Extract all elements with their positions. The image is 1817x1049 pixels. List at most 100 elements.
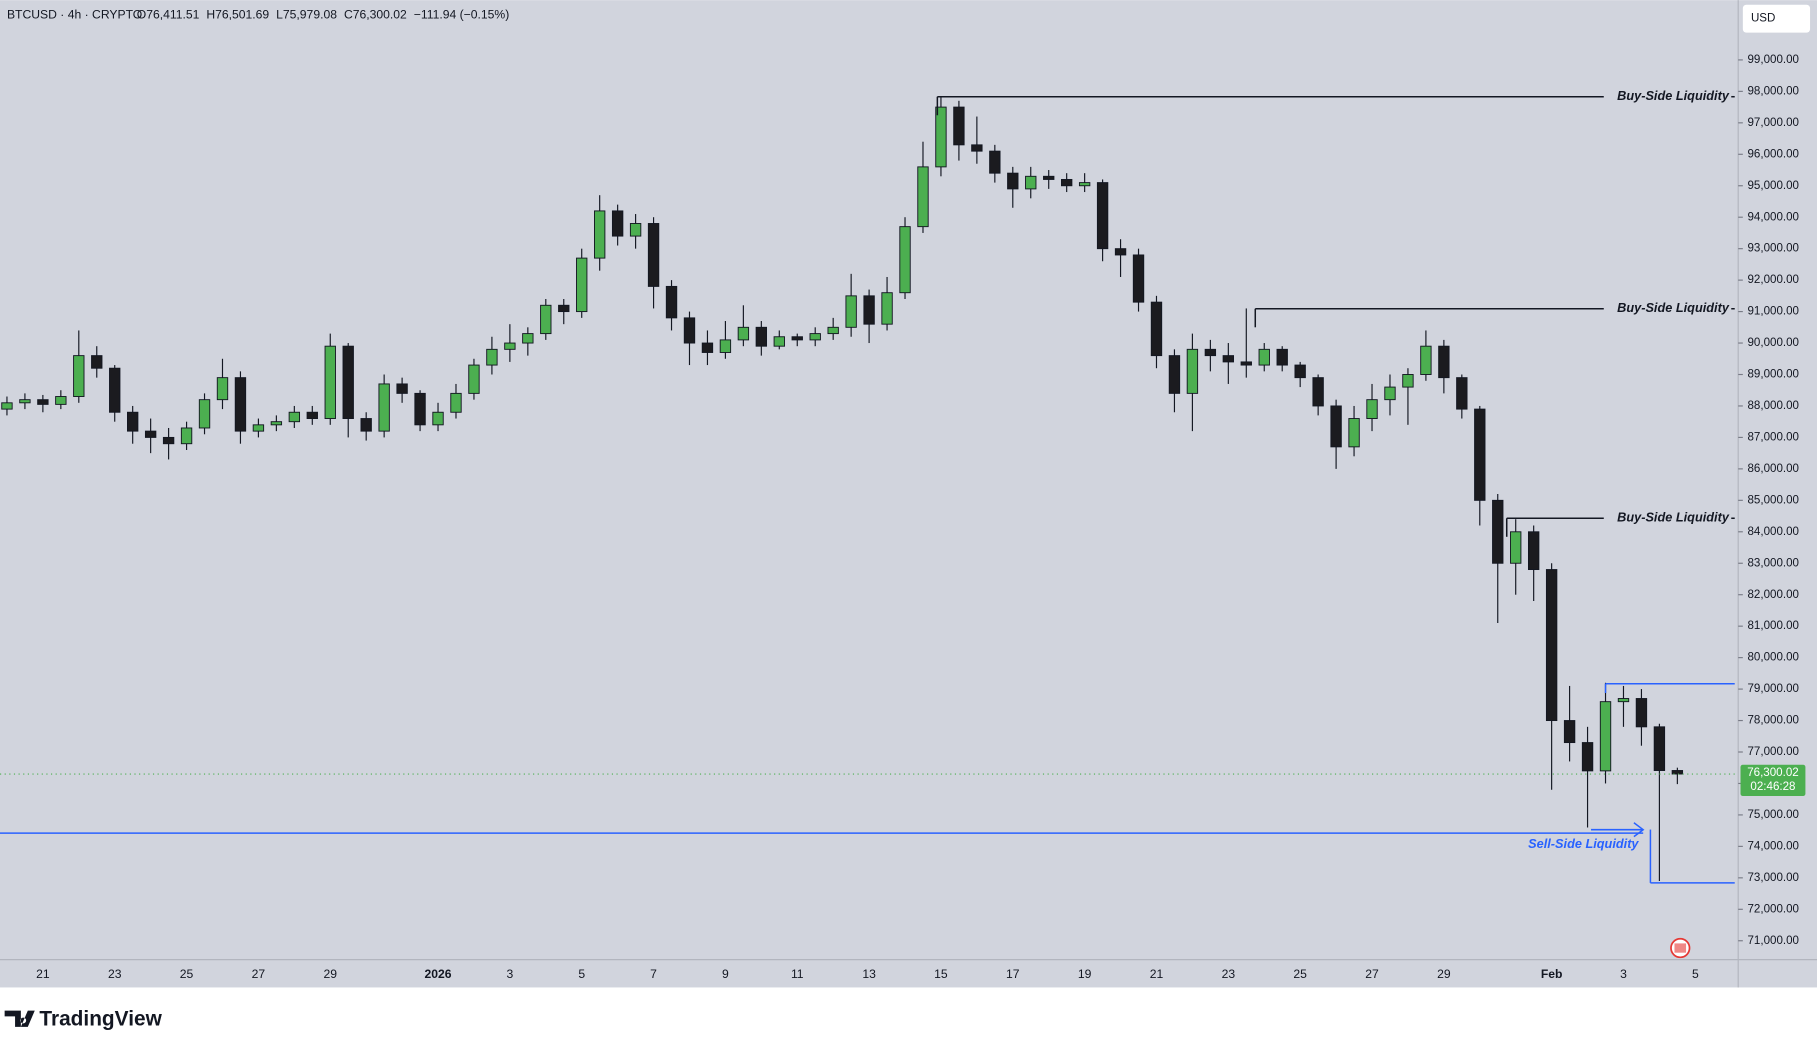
candle-body	[989, 150, 1001, 174]
liquidity-label: Buy-Side Liquidity	[1617, 88, 1730, 103]
candle-body	[180, 427, 193, 445]
candle-body	[1438, 345, 1450, 379]
candle-body	[432, 411, 444, 426]
candle-body	[1402, 374, 1414, 388]
candle-body	[144, 430, 157, 438]
candle-body	[1204, 348, 1217, 357]
candle-body	[522, 333, 534, 344]
candle-body	[486, 348, 498, 366]
candle-body	[1563, 720, 1576, 744]
y-tick-label: 84,000.00	[1747, 526, 1799, 538]
price-axis	[1738, 0, 1817, 988]
y-tick-label: 72,000.00	[1747, 903, 1799, 915]
candle-body	[1671, 770, 1684, 775]
candle-body	[558, 304, 570, 313]
candle-body	[1420, 345, 1432, 375]
candle-body	[1474, 408, 1486, 501]
x-tick-label: 11	[791, 967, 804, 981]
candle-body	[899, 226, 911, 294]
ohlc-value: O76,411.51	[137, 7, 200, 21]
ohlc-value: L75,979.08	[276, 7, 337, 21]
liquidity-arrow-head	[1633, 822, 1645, 838]
candle-body	[1222, 355, 1235, 363]
candle-body	[1348, 418, 1360, 448]
ohlc-value: C76,300.02	[344, 7, 407, 21]
candle-body	[935, 106, 947, 168]
candle-body	[881, 292, 893, 325]
candle-body	[1510, 531, 1522, 564]
candle-body	[306, 411, 318, 420]
x-tick-label: 3	[506, 967, 513, 981]
currency-button[interactable]	[1742, 4, 1811, 33]
x-tick-label: Feb	[1541, 967, 1563, 981]
candles	[1, 96, 1684, 881]
candle-body	[953, 106, 965, 146]
y-tick-label: 90,000.00	[1747, 337, 1799, 349]
candle-body	[1456, 377, 1468, 410]
candle-body	[288, 411, 301, 423]
candle-body	[198, 399, 211, 429]
candle-body	[917, 166, 929, 228]
y-tick-label: 73,000.00	[1747, 872, 1799, 884]
candle-body	[629, 223, 642, 237]
time-axis	[0, 959, 1739, 988]
x-tick-label: 3	[1620, 967, 1627, 981]
candle-body	[216, 377, 229, 401]
flag-icon	[1670, 937, 1691, 959]
y-tick-label: 94,000.00	[1747, 211, 1799, 223]
x-tick-label: 27	[1365, 967, 1379, 981]
candle-body	[1384, 386, 1396, 401]
candle-body	[19, 399, 31, 404]
y-tick-label: 92,000.00	[1747, 274, 1799, 286]
y-tick-label: 77,000.00	[1747, 746, 1799, 758]
plot-area	[0, 0, 1739, 960]
y-tick-label: 71,000.00	[1747, 935, 1799, 947]
candle-body	[1635, 698, 1648, 728]
y-tick-label: 93,000.00	[1747, 243, 1799, 255]
symbol-title: BTCUSD · 4h · CRYPTO	[7, 7, 142, 21]
ohlc-value: −111.94 (−0.15%)	[414, 7, 510, 21]
y-tick-label: 99,000.00	[1747, 54, 1799, 66]
x-tick-label: 27	[252, 967, 266, 981]
x-tick-label: 15	[934, 967, 948, 981]
candle-body	[1240, 361, 1252, 366]
last-price-label: 76,300.02	[1747, 767, 1799, 779]
candle-body	[1168, 355, 1181, 394]
x-tick-label: 7	[650, 967, 657, 981]
countdown: 02:46:28	[1750, 781, 1795, 793]
candle-body	[396, 383, 408, 394]
y-tick-label: 74,000.00	[1747, 840, 1799, 852]
candle-body	[1258, 348, 1270, 366]
candle-body	[1653, 726, 1666, 771]
candle-body	[1025, 175, 1037, 190]
candle-body	[971, 144, 983, 152]
y-tick-label: 89,000.00	[1747, 369, 1799, 381]
candle-body	[1545, 569, 1558, 722]
candle-body	[827, 326, 839, 335]
y-tick-label: 95,000.00	[1747, 180, 1799, 192]
candle-body	[1294, 364, 1306, 379]
candle-body	[414, 392, 426, 426]
candle-body	[1114, 248, 1127, 256]
x-tick-label: 29	[1437, 967, 1451, 981]
candle-body	[162, 436, 175, 445]
y-tick-label: 87,000.00	[1747, 431, 1799, 443]
y-tick-label: 98,000.00	[1747, 85, 1799, 97]
currency[interactable]: USD	[1751, 13, 1775, 25]
y-tick-label: 78,000.00	[1747, 715, 1799, 727]
candle-body	[234, 377, 247, 432]
x-tick-label: 9	[722, 967, 729, 981]
candle-body	[342, 345, 354, 420]
candle-body	[1007, 172, 1019, 190]
candle-body	[55, 396, 67, 405]
ohlc-value: H76,501.69	[206, 7, 269, 21]
candle-body	[504, 342, 516, 350]
candle-body	[1186, 348, 1199, 394]
candle-body	[791, 336, 803, 341]
candle-body	[73, 355, 85, 397]
candle-body	[1527, 531, 1540, 571]
y-tick-label: 83,000.00	[1747, 557, 1799, 569]
candle-body	[809, 333, 821, 341]
candle-body	[127, 411, 139, 432]
